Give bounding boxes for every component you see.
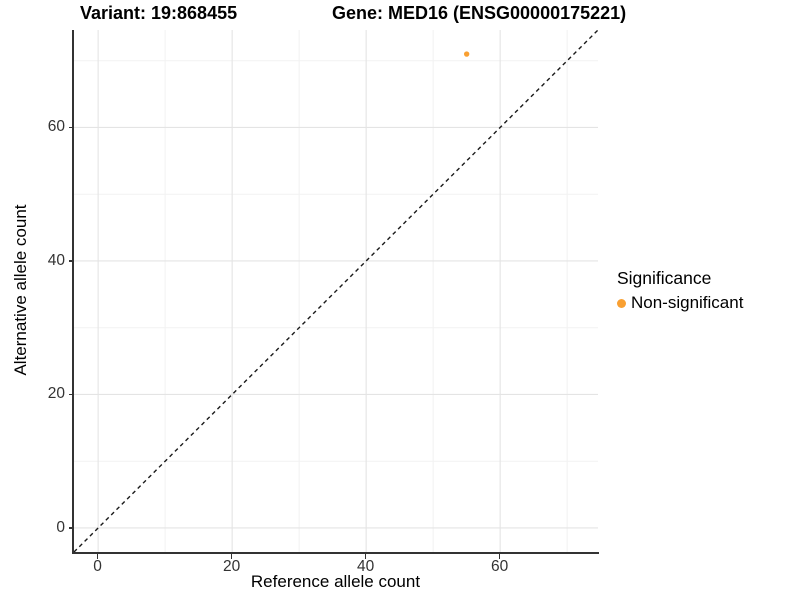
x-tick-mark (364, 553, 367, 559)
x-axis-title: Reference allele count (250, 572, 421, 591)
data-point (463, 51, 469, 57)
identity-dashed-line (73, 30, 598, 552)
y-tick-label: 20 (47, 385, 65, 403)
legend-item-label: Non-significant (631, 293, 744, 312)
y-tick-mark (68, 260, 74, 262)
variant-title: Variant: 19:868455 (80, 3, 238, 23)
x-tick-mark (96, 553, 99, 559)
x-tick-label: 20 (223, 558, 241, 575)
x-axis-line (72, 552, 599, 554)
y-axis-title: Alternative allele count (11, 204, 30, 376)
y-axis-line (72, 30, 74, 554)
gene-title: Gene: MED16 (ENSG00000175221) (332, 3, 627, 23)
legend-items: Non-significant (617, 293, 743, 313)
legend-title: Significance (617, 268, 712, 288)
legend: Significance Non-significant (617, 268, 743, 313)
x-tick-label: 60 (491, 558, 509, 575)
legend-item: Non-significant (617, 293, 743, 313)
x-tick-mark (230, 553, 233, 559)
scatter-plot-svg (73, 30, 598, 552)
legend-key-dot-icon (617, 298, 626, 308)
y-tick-mark (68, 393, 74, 396)
plot-panel (73, 30, 598, 552)
x-tick-mark (498, 553, 501, 559)
y-tick-mark (68, 527, 74, 529)
y-tick-label: 40 (47, 251, 65, 269)
x-tick-label: 0 (93, 558, 102, 575)
y-tick-label: 60 (47, 118, 65, 136)
y-tick-label: 0 (56, 518, 65, 536)
y-tick-mark (68, 126, 74, 129)
x-tick-label: 40 (357, 558, 375, 575)
